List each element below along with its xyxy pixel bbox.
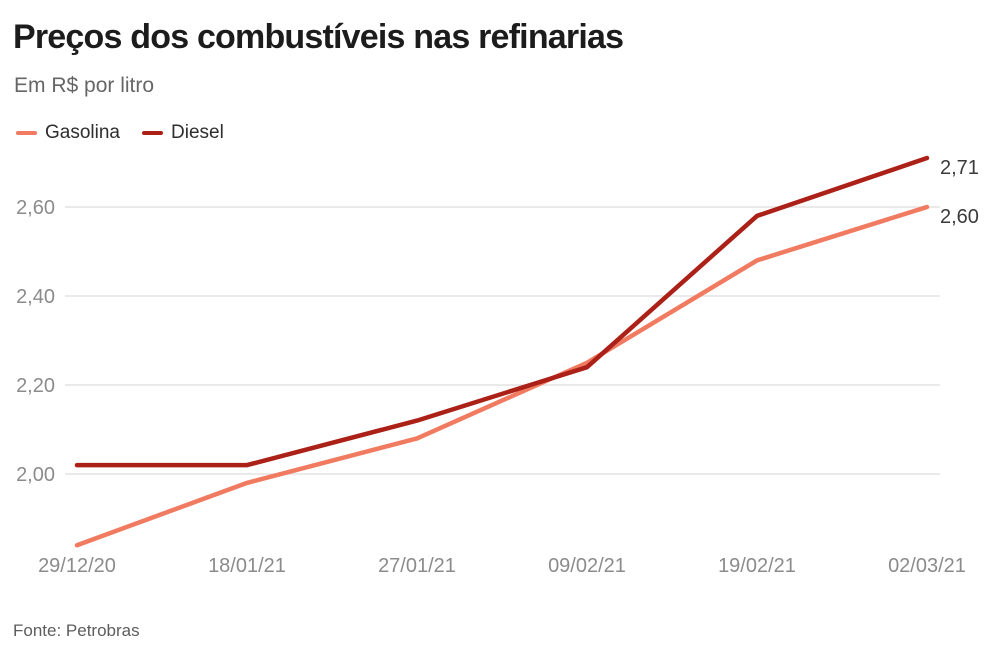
- chart-title: Preços dos combustíveis nas refinarias: [13, 18, 624, 56]
- gasolina-line: [74, 204, 930, 548]
- x-axis-label: 27/01/21: [378, 555, 456, 577]
- x-axis-label: 19/02/21: [718, 555, 796, 577]
- chart-subtitle: Em R$ por litro: [14, 74, 155, 97]
- legend: Gasolina Diesel: [16, 122, 224, 144]
- legend-item-diesel: Diesel: [142, 122, 224, 144]
- y-axis-label: 2,40: [16, 286, 55, 308]
- legend-item-gasolina: Gasolina: [16, 122, 120, 144]
- diesel-value-label: 2,71: [940, 157, 979, 179]
- gasolina-value-label: 2,60: [940, 206, 979, 228]
- y-axis-label: 2,00: [16, 464, 55, 486]
- x-axis-label: 02/03/21: [888, 555, 966, 577]
- legend-label-gasolina: Gasolina: [45, 122, 120, 143]
- x-axis-label: 29/12/20: [38, 555, 116, 577]
- x-axis-label: 09/02/21: [548, 555, 626, 577]
- diesel-line-swatch-icon: [142, 131, 163, 135]
- x-axis-label: 18/01/21: [208, 555, 286, 577]
- diesel-line: [74, 155, 930, 468]
- legend-label-diesel: Diesel: [171, 122, 224, 143]
- y-axis-label: 2,20: [16, 375, 55, 397]
- y-axis-label: 2,60: [16, 197, 55, 219]
- source-note: Fonte: Petrobras: [13, 621, 140, 640]
- gasolina-line-swatch-icon: [16, 131, 37, 135]
